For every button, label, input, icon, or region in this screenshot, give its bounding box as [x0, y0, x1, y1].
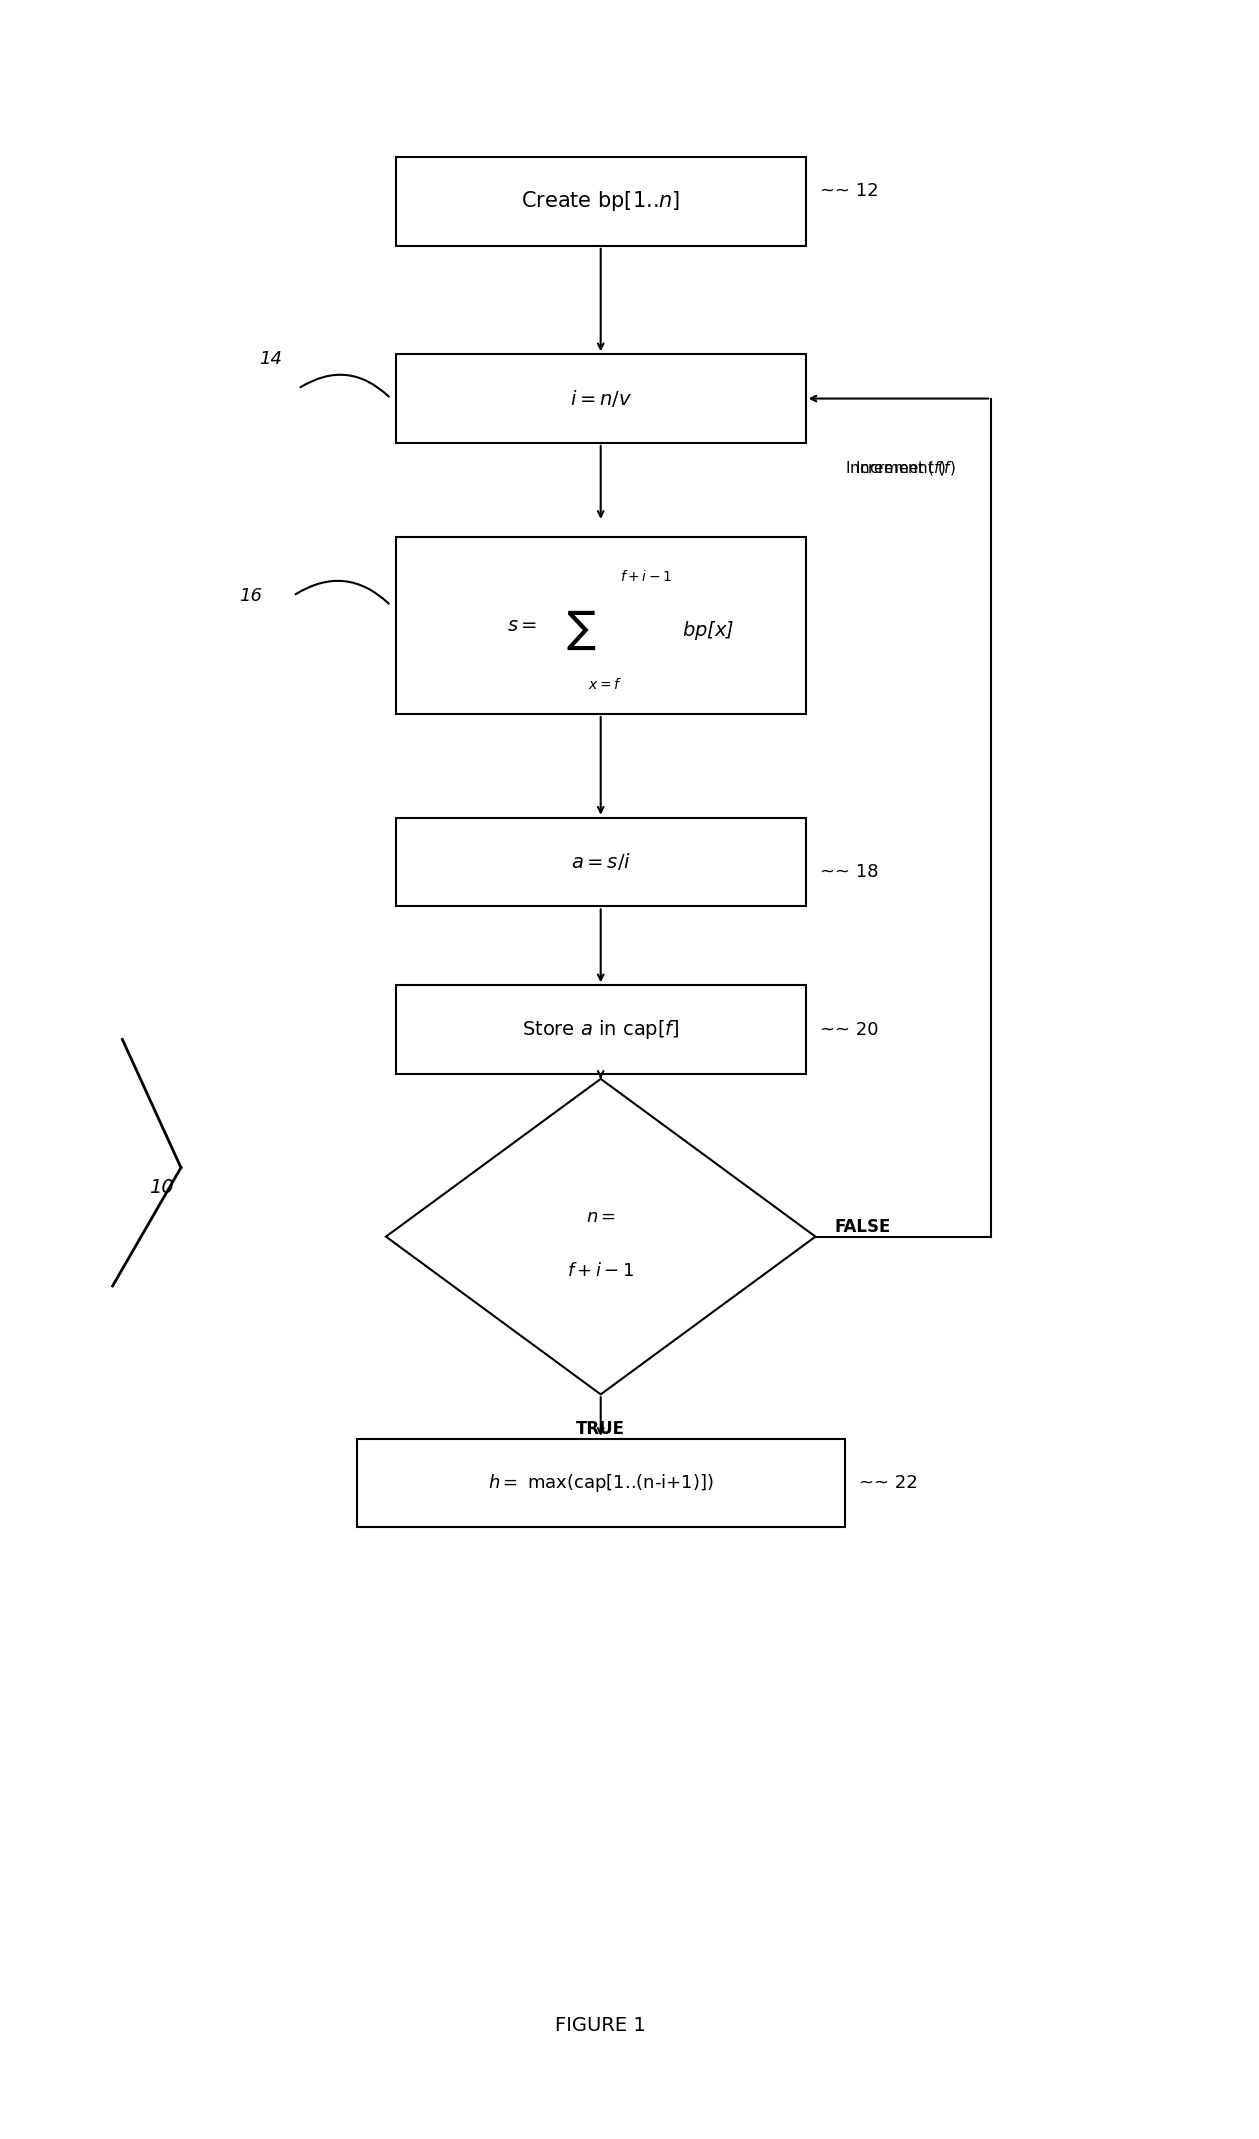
Text: ~~ 22: ~~ 22	[860, 1474, 918, 1493]
Text: $i = n/v$: $i = n/v$	[569, 387, 632, 409]
Text: Increment ($f$): Increment ($f$)	[855, 458, 956, 477]
Text: bp[$x$]: bp[$x$]	[682, 618, 734, 642]
Text: $\sum$: $\sum$	[567, 610, 597, 652]
Text: $h = $ max(cap[1..(n-i+1)]): $h = $ max(cap[1..(n-i+1)])	[487, 1472, 714, 1495]
Text: $f+i-1$: $f+i-1$	[567, 1262, 635, 1279]
Text: FALSE: FALSE	[835, 1217, 891, 1236]
Text: TRUE: TRUE	[577, 1420, 626, 1437]
FancyBboxPatch shape	[395, 156, 806, 246]
FancyBboxPatch shape	[395, 355, 806, 443]
Text: ~~ 20: ~~ 20	[821, 1020, 879, 1040]
FancyBboxPatch shape	[395, 986, 806, 1074]
Polygon shape	[387, 1078, 816, 1395]
Text: 14: 14	[259, 351, 282, 368]
Text: Store $a$ in cap[$f$]: Store $a$ in cap[$f$]	[522, 1018, 680, 1042]
Text: Create bp[1..$n$]: Create bp[1..$n$]	[521, 190, 680, 214]
Text: ~~ 18: ~~ 18	[821, 862, 879, 881]
Text: $f+i-1$: $f+i-1$	[621, 569, 672, 584]
Text: 10: 10	[149, 1179, 174, 1198]
Text: ~~ 12: ~~ 12	[821, 182, 879, 201]
Text: $x=f$: $x=f$	[588, 676, 623, 693]
Text: $n =$: $n =$	[585, 1209, 616, 1226]
FancyBboxPatch shape	[395, 537, 806, 714]
Text: FIGURE 1: FIGURE 1	[555, 2015, 646, 2034]
Text: $a = s/i$: $a = s/i$	[570, 851, 631, 873]
Text: $s=$: $s=$	[507, 616, 538, 635]
FancyBboxPatch shape	[395, 817, 806, 907]
Text: 16: 16	[239, 586, 263, 605]
FancyBboxPatch shape	[356, 1440, 845, 1527]
Text: Increment ($f$): Increment ($f$)	[845, 458, 946, 477]
